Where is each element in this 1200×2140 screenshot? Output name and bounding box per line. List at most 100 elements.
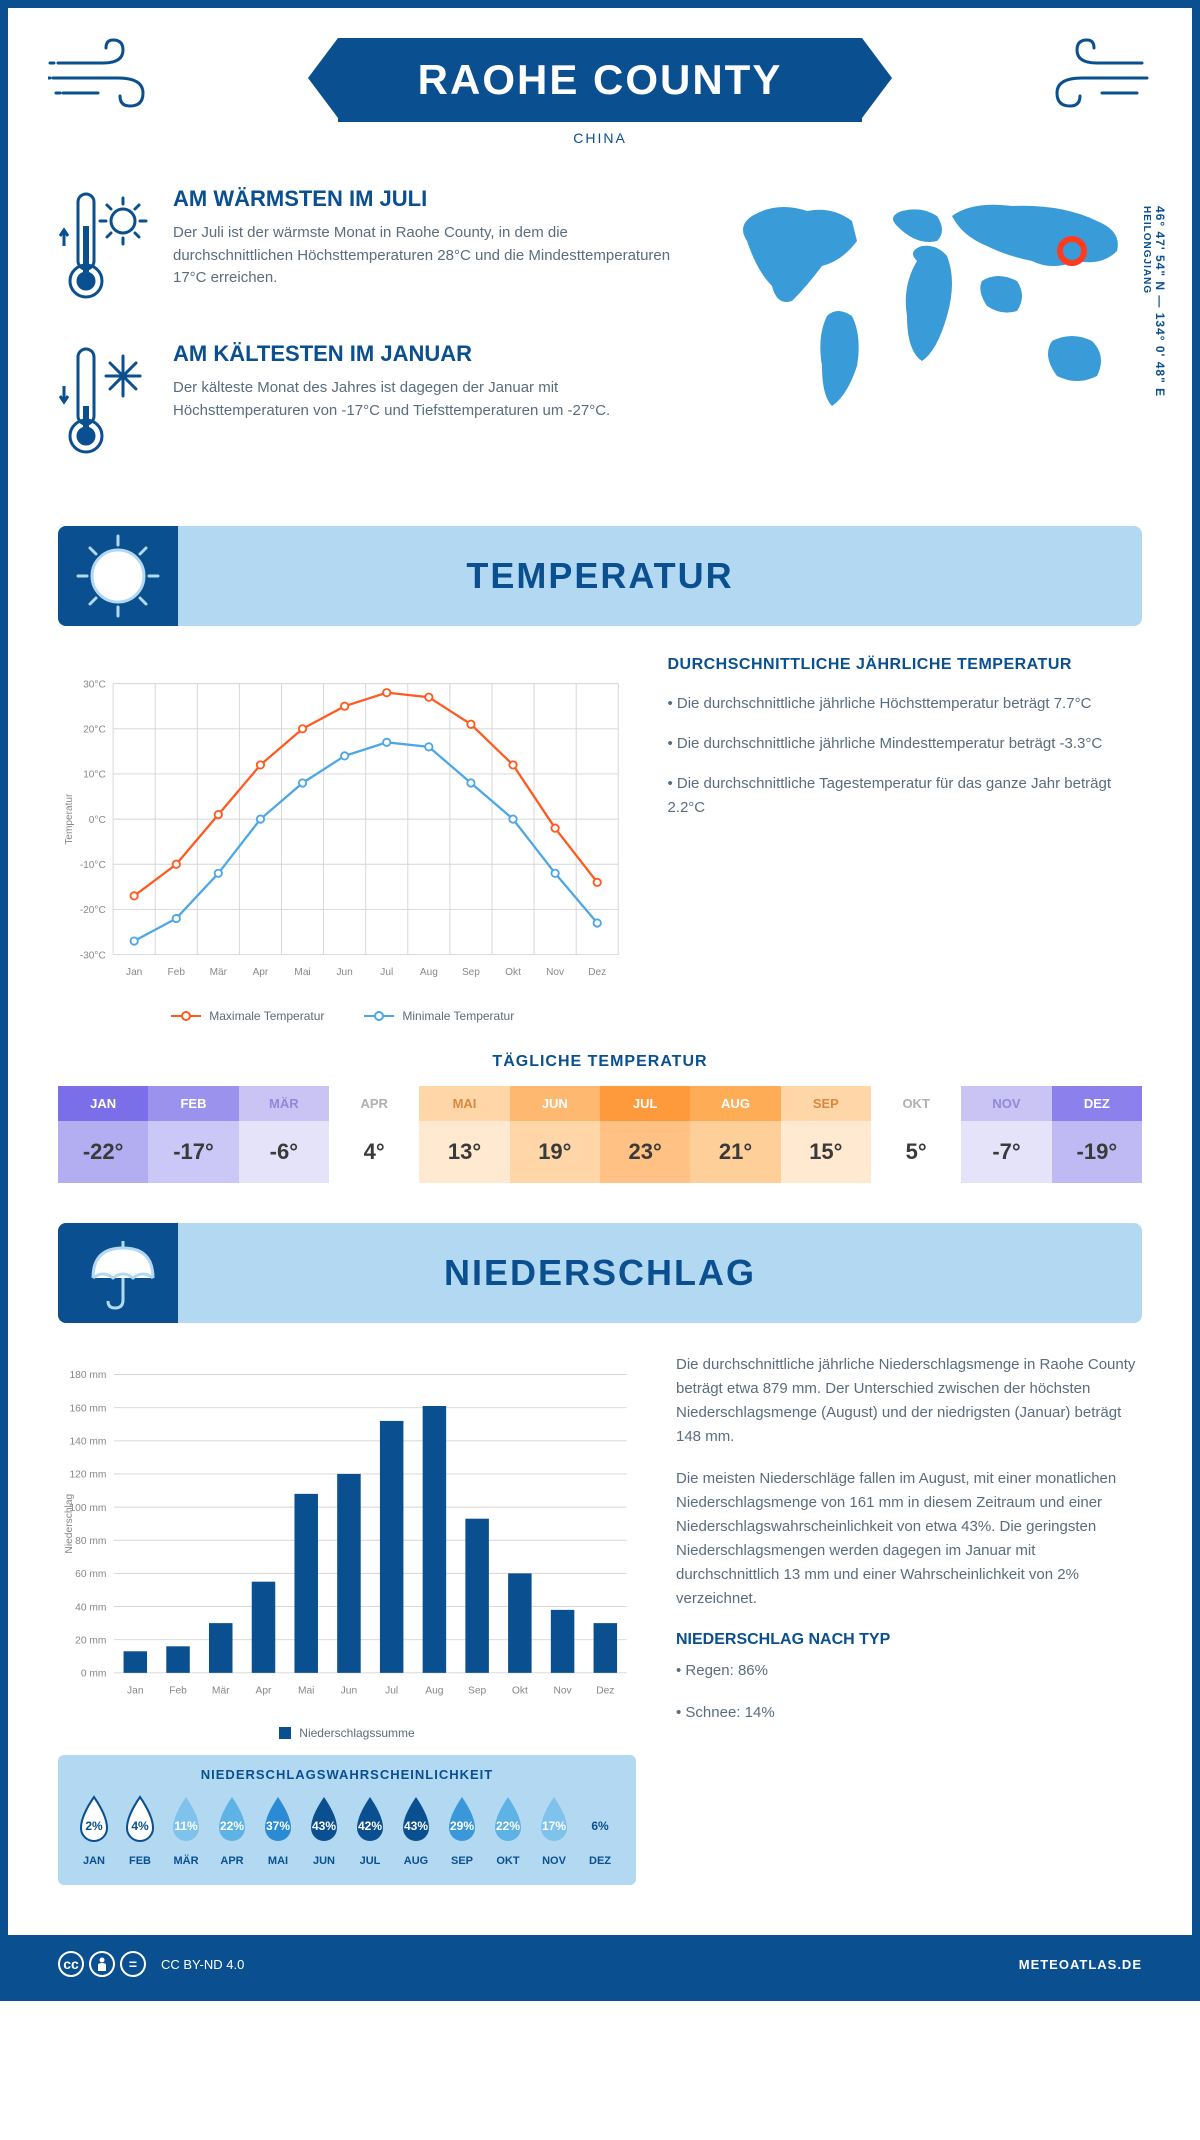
legend-max-label: Maximale Temperatur xyxy=(209,1009,324,1023)
svg-text:Jun: Jun xyxy=(336,967,352,978)
svg-text:120 mm: 120 mm xyxy=(69,1470,106,1481)
footer: cc = CC BY-ND 4.0 METEOATLAS.DE xyxy=(8,1935,1192,1993)
svg-text:4%: 4% xyxy=(131,1819,149,1833)
site-label: METEOATLAS.DE xyxy=(1019,1957,1142,1972)
svg-text:100 mm: 100 mm xyxy=(69,1503,106,1514)
precip-type-title: NIEDERSCHLAG NACH TYP xyxy=(676,1631,1142,1649)
svg-text:22%: 22% xyxy=(496,1819,520,1833)
temp-bullet-1: • Die durchschnittliche jährliche Höchst… xyxy=(667,692,1142,716)
nd-icon: = xyxy=(120,1951,146,1977)
svg-text:80 mm: 80 mm xyxy=(75,1536,106,1547)
prob-drop: 43%JUN xyxy=(303,1794,345,1867)
temp-info-title: DURCHSCHNITTLICHE JÄHRLICHE TEMPERATUR xyxy=(667,656,1142,674)
svg-text:Mai: Mai xyxy=(298,1685,315,1696)
svg-text:Nov: Nov xyxy=(546,967,565,978)
svg-text:-20°C: -20°C xyxy=(80,905,106,916)
precip-legend-label: Niederschlagssumme xyxy=(299,1726,414,1740)
temperature-chart: -30°C-20°C-10°C0°C10°C20°C30°CJanFebMärA… xyxy=(58,656,627,1023)
wind-icon-right xyxy=(1042,38,1152,118)
svg-text:6%: 6% xyxy=(591,1819,609,1833)
svg-text:43%: 43% xyxy=(404,1819,428,1833)
prob-drop: 37%MAI xyxy=(257,1794,299,1867)
svg-text:Jan: Jan xyxy=(126,967,142,978)
precip-rain: • Regen: 86% xyxy=(676,1659,1142,1683)
svg-text:20 mm: 20 mm xyxy=(75,1635,106,1646)
svg-text:Niederschlag: Niederschlag xyxy=(64,1493,75,1553)
daily-temp-title: TÄGLICHE TEMPERATUR xyxy=(58,1053,1142,1071)
world-map-icon xyxy=(722,186,1142,446)
svg-text:30°C: 30°C xyxy=(83,679,106,690)
prob-drop: 11%MÄR xyxy=(165,1794,207,1867)
svg-text:-10°C: -10°C xyxy=(80,860,106,871)
svg-text:42%: 42% xyxy=(358,1819,382,1833)
svg-text:Okt: Okt xyxy=(505,967,521,978)
svg-text:Apr: Apr xyxy=(253,967,269,978)
prob-drop: 17%NOV xyxy=(533,1794,575,1867)
precip-info: Die durchschnittliche jährliche Niedersc… xyxy=(676,1353,1142,1885)
header: RAOHE COUNTY CHINA xyxy=(8,8,1192,166)
svg-text:Jul: Jul xyxy=(380,967,393,978)
coldest-text: Der kälteste Monat des Jahres ist dagege… xyxy=(173,377,682,422)
precip-para-2: Die meisten Niederschläge fallen im Augu… xyxy=(676,1467,1142,1611)
title-ribbon: RAOHE COUNTY xyxy=(338,38,863,122)
svg-text:Mär: Mär xyxy=(210,967,228,978)
svg-text:Jul: Jul xyxy=(385,1685,398,1696)
svg-text:Dez: Dez xyxy=(588,967,606,978)
svg-text:10°C: 10°C xyxy=(83,770,106,781)
svg-text:Dez: Dez xyxy=(596,1685,614,1696)
precip-heading: NIEDERSCHLAG xyxy=(444,1252,756,1294)
svg-text:140 mm: 140 mm xyxy=(69,1437,106,1448)
prob-drop: 43%AUG xyxy=(395,1794,437,1867)
svg-text:Feb: Feb xyxy=(168,967,186,978)
svg-text:Mär: Mär xyxy=(212,1685,230,1696)
svg-text:160 mm: 160 mm xyxy=(69,1403,106,1414)
prob-title: NIEDERSCHLAGSWAHRSCHEINLICHKEIT xyxy=(73,1767,621,1782)
svg-text:29%: 29% xyxy=(450,1819,474,1833)
svg-text:Aug: Aug xyxy=(420,967,438,978)
precip-para-1: Die durchschnittliche jährliche Niedersc… xyxy=(676,1353,1142,1449)
svg-text:2%: 2% xyxy=(85,1819,103,1833)
prob-drop: 6%DEZ xyxy=(579,1794,621,1867)
temp-bullet-3: • Die durchschnittliche Tagestemperatur … xyxy=(667,772,1142,820)
daily-temp-grid: JAN-22°FEB-17°MÄR-6°APR4°MAI13°JUN19°JUL… xyxy=(58,1086,1142,1183)
svg-text:Mai: Mai xyxy=(294,967,310,978)
precip-banner: NIEDERSCHLAG xyxy=(58,1223,1142,1323)
precip-snow: • Schnee: 14% xyxy=(676,1701,1142,1725)
svg-text:-30°C: -30°C xyxy=(80,950,106,961)
svg-text:22%: 22% xyxy=(220,1819,244,1833)
prob-drop: 4%FEB xyxy=(119,1794,161,1867)
svg-text:Apr: Apr xyxy=(256,1685,273,1696)
warmest-text: Der Juli ist der wärmste Monat in Raohe … xyxy=(173,222,682,290)
cc-icon: cc xyxy=(58,1951,84,1977)
precip-chart-block: 0 mm 20 mm 40 mm 60 mm 80 mm 100 mm 120 mm 140 … xyxy=(58,1353,636,1885)
svg-text:11%: 11% xyxy=(174,1819,198,1833)
svg-text:37%: 37% xyxy=(266,1819,290,1833)
temperature-info: DURCHSCHNITTLICHE JÄHRLICHE TEMPERATUR •… xyxy=(667,656,1142,1023)
sun-icon xyxy=(58,526,178,626)
svg-text:Temperatur: Temperatur xyxy=(64,793,75,845)
thermometer-hot-icon xyxy=(58,186,148,306)
coordinates-label: 46° 47' 54" N — 134° 0' 48" EHEILONGJIAN… xyxy=(1139,206,1167,397)
svg-text:Jun: Jun xyxy=(341,1685,358,1696)
precip-probability-box: NIEDERSCHLAGSWAHRSCHEINLICHKEIT 2%JAN4%F… xyxy=(58,1755,636,1885)
svg-text:Sep: Sep xyxy=(462,967,480,978)
umbrella-icon xyxy=(58,1223,178,1323)
page-title: RAOHE COUNTY xyxy=(418,56,783,103)
page-container: RAOHE COUNTY CHINA AM WÄRMSTEN IM JULI D… xyxy=(0,0,1200,2001)
temperature-banner: TEMPERATUR xyxy=(58,526,1142,626)
temperature-legend: Maximale Temperatur Minimale Temperatur xyxy=(58,1009,627,1023)
license-label: CC BY-ND 4.0 xyxy=(161,1957,244,1972)
svg-text:180 mm: 180 mm xyxy=(69,1370,106,1381)
svg-text:40 mm: 40 mm xyxy=(75,1602,106,1613)
precip-legend: Niederschlagssumme xyxy=(58,1726,636,1740)
cc-icons: cc = xyxy=(58,1951,146,1977)
wind-icon-left xyxy=(48,38,158,118)
svg-text:60 mm: 60 mm xyxy=(75,1569,106,1580)
svg-text:0 mm: 0 mm xyxy=(81,1669,107,1680)
svg-text:Jan: Jan xyxy=(127,1685,144,1696)
temp-bullet-2: • Die durchschnittliche jährliche Mindes… xyxy=(667,732,1142,756)
prob-drop: 42%JUL xyxy=(349,1794,391,1867)
svg-text:17%: 17% xyxy=(542,1819,566,1833)
warmest-title: AM WÄRMSTEN IM JULI xyxy=(173,186,682,212)
svg-text:Nov: Nov xyxy=(553,1685,572,1696)
